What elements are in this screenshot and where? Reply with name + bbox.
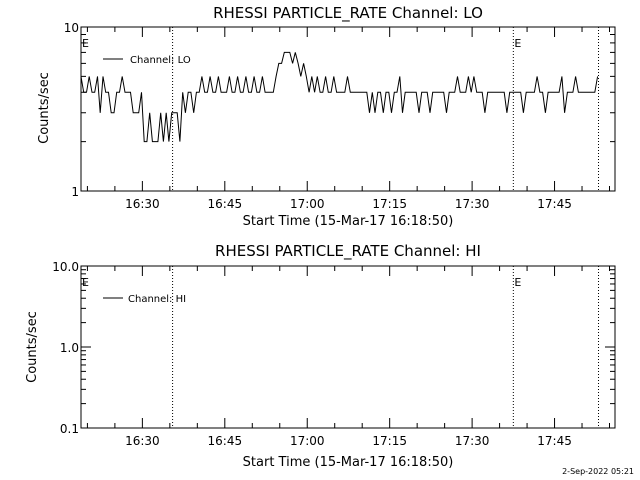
- hi-channel-panel: RHESSI PARTICLE_RATE Channel: HI Counts/…: [25, 242, 616, 470]
- hi-plot-area: 0.1 1.0 10.0 16:30 16:45 17:00 17:15 17:30 17:45…: [52, 260, 616, 448]
- lo-y-tick-label: 10: [64, 21, 79, 35]
- lo-plot-area: 1 10 16:30 16:45 17:00 17:15 17:30 17:45 E E: [64, 21, 616, 211]
- lo-plot-frame: [80, 26, 616, 192]
- hi-y-tick-label: 10.0: [52, 260, 79, 274]
- hi-x-tick-label: 16:30: [125, 434, 160, 448]
- footer-timestamp: 2-Sep-2022 05:21: [562, 467, 634, 476]
- hi-event-marker-label: E: [514, 276, 521, 289]
- lo-y-tick-label: 1: [71, 185, 79, 199]
- lo-x-tick-label: 16:30: [125, 197, 160, 211]
- lo-x-tick-label: 17:00: [290, 197, 325, 211]
- lo-x-axis-label: Start Time (15-Mar-17 16:18:50): [243, 214, 454, 229]
- hi-y-tick-label: 1.0: [60, 341, 79, 355]
- hi-chart-title: RHESSI PARTICLE_RATE Channel: HI: [215, 242, 481, 261]
- lo-channel-panel: RHESSI PARTICLE_RATE Channel: LO Counts/…: [37, 4, 616, 229]
- hi-x-axis-label: Start Time (15-Mar-17 16:18:50): [243, 455, 454, 470]
- hi-y-axis-label: Counts/sec: [25, 311, 40, 383]
- hi-x-tick-label: 17:45: [537, 434, 572, 448]
- hi-legend-label: Channel: HI: [128, 294, 186, 305]
- lo-event-marker-label: E: [82, 37, 89, 50]
- lo-chart-title: RHESSI PARTICLE_RATE Channel: LO: [213, 4, 483, 23]
- hi-x-tick-label: 17:00: [290, 434, 325, 448]
- hi-y-tick-label: 0.1: [60, 422, 79, 436]
- lo-x-tick-label: 17:15: [372, 197, 407, 211]
- lo-legend-label: Channel: LO: [130, 55, 191, 66]
- lo-event-marker-label: E: [514, 37, 521, 50]
- hi-event-marker-label: E: [82, 276, 89, 289]
- hi-x-tick-label: 17:15: [372, 434, 407, 448]
- lo-x-tick-label: 17:30: [455, 197, 490, 211]
- hi-x-tick-label: 16:45: [208, 434, 243, 448]
- lo-series-line: [80, 51, 599, 143]
- hi-x-tick-label: 17:30: [455, 434, 490, 448]
- lo-x-tick-label: 17:45: [537, 197, 572, 211]
- lo-x-tick-label: 16:45: [208, 197, 243, 211]
- lo-y-axis-label: Counts/sec: [37, 72, 52, 144]
